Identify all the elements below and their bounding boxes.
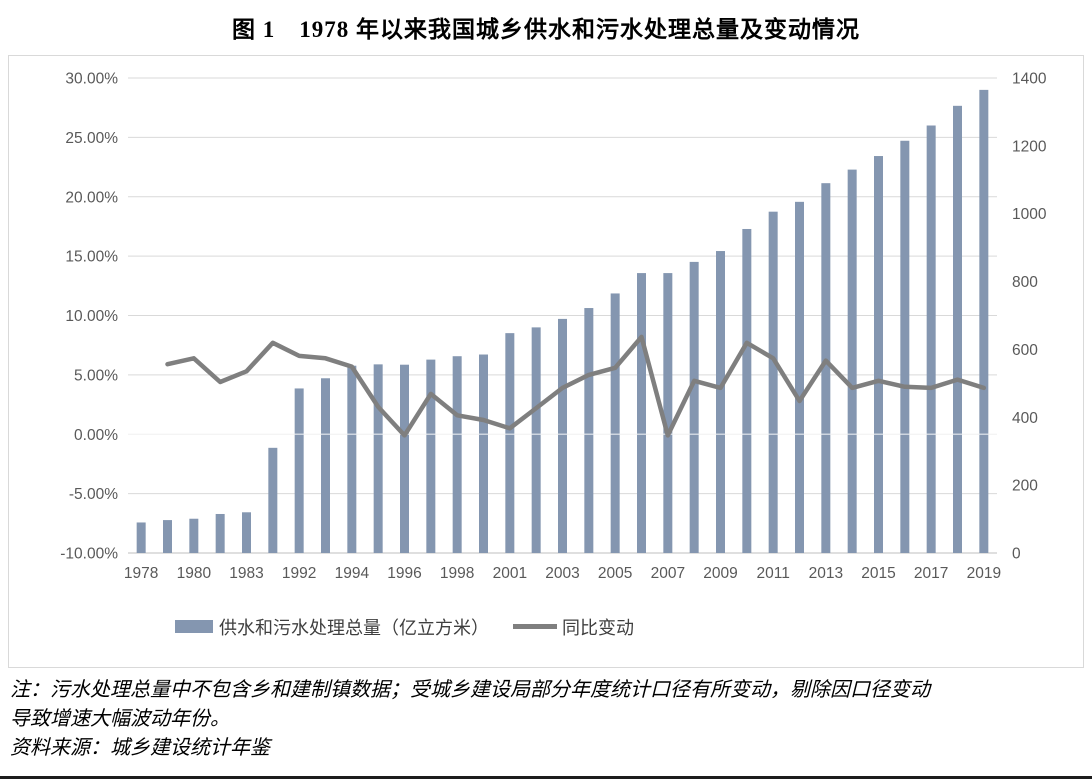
bar-1994 (347, 365, 357, 553)
source-line: 资料来源：城乡建设统计年鉴 (10, 737, 270, 759)
x-axis-tick-1978: 1978 (124, 565, 158, 582)
left-axis-tick: 10.00% (65, 308, 118, 325)
bar-2001 (505, 333, 515, 553)
right-axis-tick: 800 (1012, 274, 1038, 291)
x-axis-tick-2005: 2005 (598, 565, 632, 582)
bar-idx13 (479, 354, 488, 553)
left-axis-tick: 15.00% (65, 249, 118, 266)
x-axis-tick-1996: 1996 (387, 565, 421, 582)
left-axis-tick: 20.00% (65, 189, 118, 206)
bar-idx23 (742, 228, 752, 553)
x-axis-tick-2003: 2003 (545, 565, 579, 582)
bar-2019 (979, 89, 989, 553)
bar-1978 (136, 522, 146, 553)
x-axis-tick-2015: 2015 (861, 565, 895, 582)
left-axis-tick: -10.00% (60, 546, 118, 563)
right-axis-tick: 200 (1012, 478, 1038, 495)
left-axis-tick: -5.00% (69, 486, 118, 503)
left-axis-tick: 5.00% (74, 367, 118, 384)
note-line-1: 注：污水处理总量中不包含乡和建制镇数据；受城乡建设局部分年度统计口径有所变动，剔… (10, 679, 930, 701)
right-axis-tick: 1400 (1012, 71, 1047, 88)
bar-2011 (768, 211, 778, 553)
x-axis-tick-2017: 2017 (914, 565, 948, 582)
right-axis-tick: 1000 (1012, 206, 1047, 223)
x-axis-tick-2009: 2009 (703, 565, 737, 582)
bar-2015 (874, 156, 883, 554)
bar-idx15 (531, 327, 541, 553)
x-axis-tick-2001: 2001 (493, 565, 527, 582)
x-axis-tick-1983: 1983 (229, 565, 263, 582)
bar-1992 (294, 388, 304, 553)
x-axis-tick-1992: 1992 (282, 565, 316, 582)
yoy-line (165, 334, 987, 438)
bar-idx9 (373, 364, 383, 553)
x-axis-tick-2013: 2013 (809, 565, 843, 582)
x-axis-tick-2007: 2007 (651, 565, 685, 582)
bar-2013 (821, 183, 831, 553)
bar-idx11 (426, 359, 436, 553)
chart-area: 30.00% 25.00% 20.00% 15.00% 10.00% 5.00% 0.00%… (0, 48, 1092, 672)
right-axis-tick: 400 (1012, 410, 1038, 427)
left-axis-tick: 30.00% (65, 71, 118, 88)
x-axis-tick-2019: 2019 (967, 565, 1001, 582)
bar-idx1 (163, 520, 172, 553)
bar-idx7 (321, 378, 330, 553)
bar-idx19 (637, 273, 646, 553)
legend-bar-swatch (175, 620, 213, 633)
x-axis-tick-2011: 2011 (756, 565, 789, 582)
bar-idx25 (795, 201, 804, 553)
left-axis-tick: 0.00% (74, 427, 118, 444)
bar-2005 (610, 293, 620, 553)
bar-idx21 (689, 261, 699, 553)
bar-idx31 (953, 105, 962, 554)
bar-idx29 (900, 140, 910, 553)
right-axis-tick: 1200 (1012, 138, 1047, 155)
right-axis-tick: 600 (1012, 342, 1038, 359)
chart-notes: 注：污水处理总量中不包含乡和建制镇数据；受城乡建设局部分年度统计口径有所变动，剔… (10, 676, 1084, 763)
bar-1996 (400, 364, 409, 553)
x-axis-tick-1980: 1980 (177, 565, 212, 582)
left-axis-tick: 25.00% (65, 130, 118, 147)
bar-1983 (242, 512, 251, 553)
bar-2009 (716, 251, 725, 554)
note-line-2: 导致增速大幅波动年份。 (10, 708, 230, 730)
bar-idx5 (268, 447, 278, 553)
bar-idx3 (215, 513, 225, 553)
bar-idx17 (584, 308, 594, 553)
bar-2007 (663, 273, 673, 553)
legend-line-label: 同比变动 (562, 618, 634, 638)
x-axis-tick-1998: 1998 (440, 565, 474, 582)
bar-2017 (926, 125, 936, 553)
bottom-border-rule (0, 776, 1092, 779)
x-axis-tick-1994: 1994 (335, 565, 370, 582)
bar-idx27 (847, 169, 857, 553)
figure-title: 图 1 1978 年以来我国城乡供水和污水处理总量及变动情况 (232, 17, 860, 42)
chart-svg: 30.00% 25.00% 20.00% 15.00% 10.00% 5.00% 0.00%… (8, 55, 1084, 668)
legend-bar-label: 供水和污水处理总量（亿立方米） (219, 618, 489, 638)
bar-1980 (189, 518, 199, 553)
bar-1998 (452, 356, 462, 553)
bar-2003 (558, 318, 567, 553)
right-axis-tick: 0 (1012, 546, 1021, 563)
